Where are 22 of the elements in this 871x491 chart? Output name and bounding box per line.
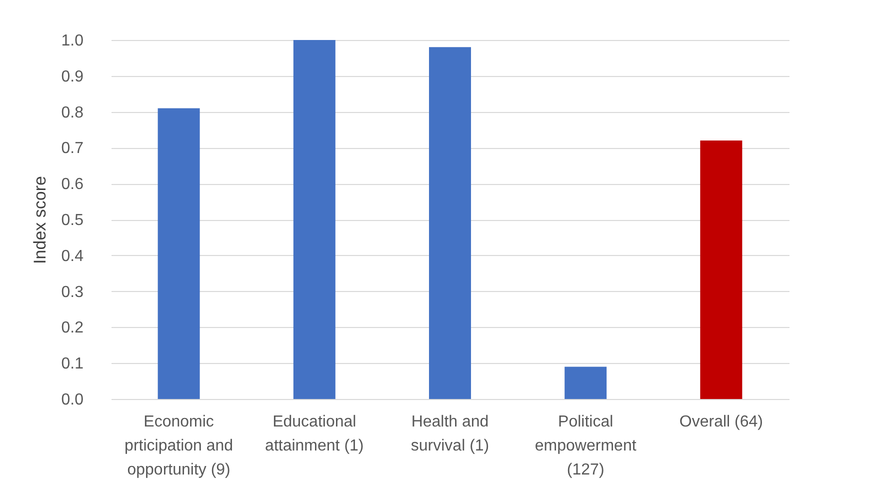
y-tick-label: 0.6 [61, 176, 84, 194]
y-tick-label: 0.9 [61, 68, 84, 86]
y-axis-title: Index score [30, 176, 50, 264]
bar [158, 108, 200, 399]
y-tick-label: 1.0 [61, 32, 84, 50]
x-tick-label: Educational attainment (1) [265, 414, 364, 454]
y-tick-label: 0.2 [61, 320, 84, 337]
bar [700, 140, 742, 399]
bar [429, 47, 471, 399]
y-tick-label: 0.5 [61, 212, 84, 229]
x-tick-label: Political empowerment (127) [534, 414, 637, 478]
y-tick-label: 0.0 [61, 392, 84, 408]
y-tick-label: 0.1 [61, 356, 84, 373]
x-tick-label: Economic prticipation and opportunity (9) [124, 414, 234, 478]
y-tick-label: 0.7 [61, 140, 84, 158]
bar [293, 40, 336, 399]
y-tick-label: 0.8 [61, 104, 84, 122]
bar [564, 366, 607, 399]
x-tick-label: Health and survival (1) [410, 414, 490, 454]
y-tick-label: 0.3 [61, 284, 84, 301]
x-tick-label: Overall (64) [679, 414, 763, 430]
y-tick-label: 0.4 [61, 248, 84, 265]
